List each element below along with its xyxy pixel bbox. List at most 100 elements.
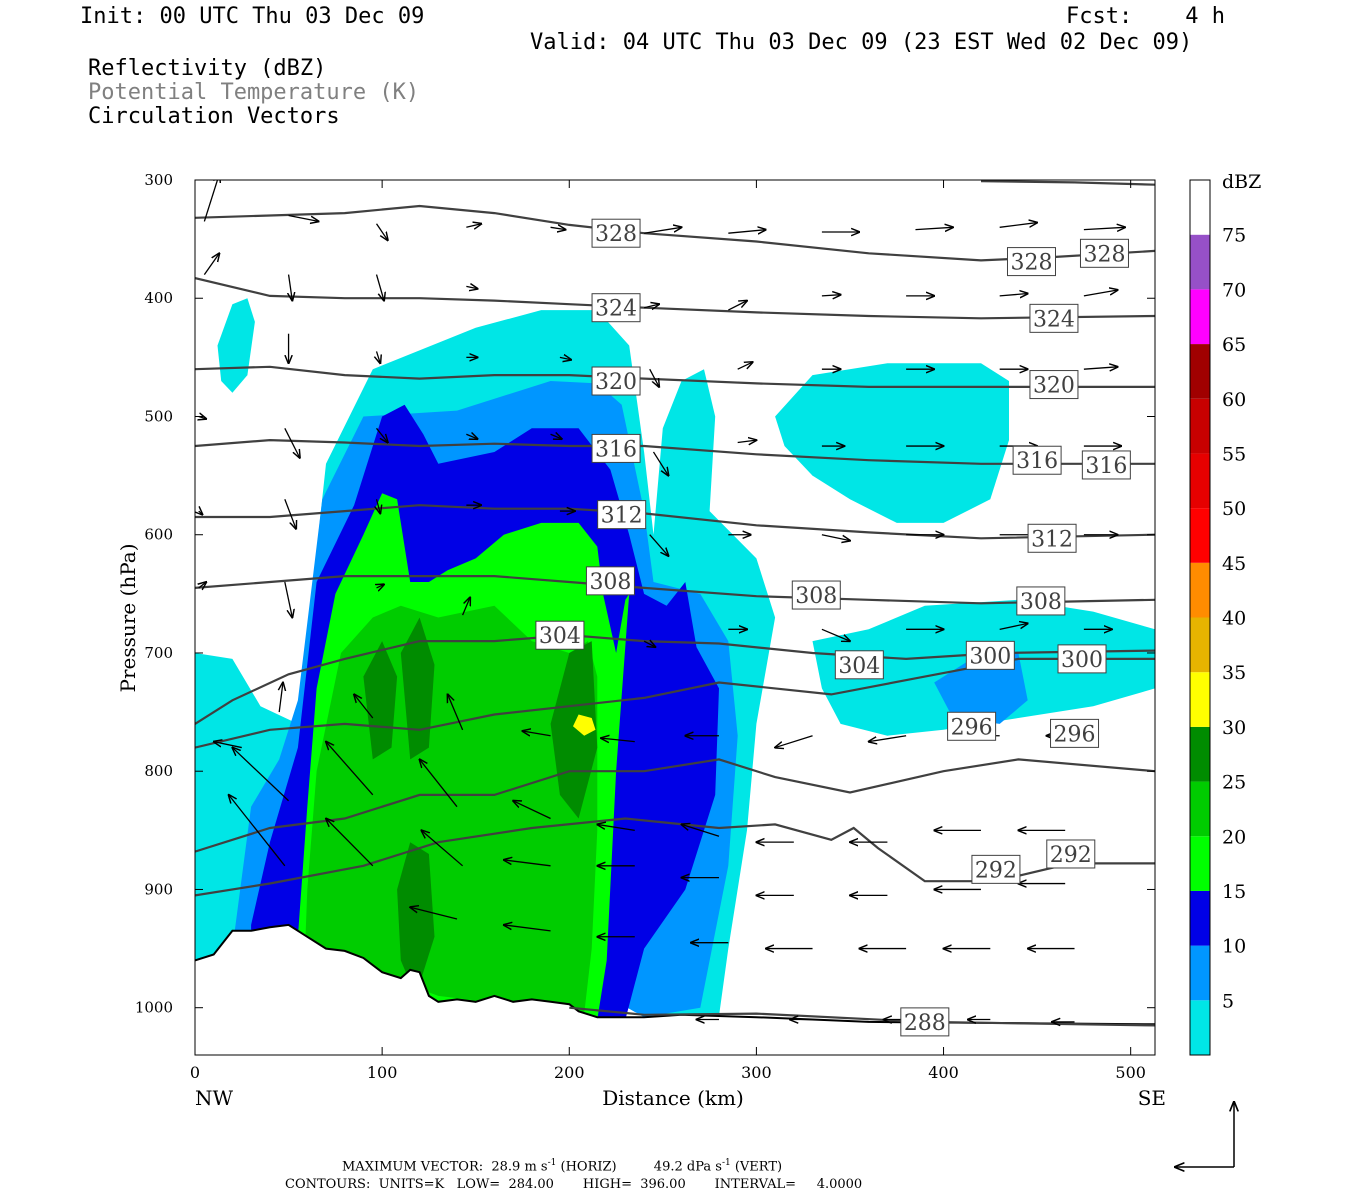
circulation-vector: [682, 824, 720, 837]
isentrope-label-text: 312: [601, 504, 643, 529]
isentrope-label: 300: [1057, 644, 1107, 674]
isentrope-label: 316: [1012, 445, 1062, 475]
circulation-vector: [522, 731, 551, 736]
isentrope-top: [980, 180, 1155, 186]
circulation-vector: [203, 253, 219, 275]
x-tick-label: 500: [1115, 1063, 1146, 1082]
colorbar-unit: dBZ: [1222, 171, 1261, 193]
colorbar-label: 15: [1222, 881, 1246, 903]
circulation-vector: [999, 623, 1028, 630]
circulation-vector: [354, 694, 374, 719]
plot-frame: [194, 179, 1156, 1056]
colorbar-swatch: [1190, 781, 1210, 837]
isentrope-316: [195, 438, 1155, 465]
isentrope-label-text: 288: [904, 1011, 946, 1036]
circulation-vector: [649, 368, 659, 387]
circulation-vector: [559, 357, 571, 359]
isentrope-label: 304: [535, 620, 585, 650]
circulation-vector: [375, 274, 384, 301]
isentrope-label: 324: [1029, 303, 1079, 333]
isentrope-label-text: 320: [595, 370, 637, 395]
isentrope-320: [195, 365, 1155, 388]
isentrope-308: [195, 574, 1155, 605]
y-tick-label: 1000: [135, 999, 173, 1017]
circulation-vector: [377, 499, 381, 513]
colorbar-label: 5: [1222, 990, 1234, 1012]
circulation-vector: [601, 738, 635, 742]
colorbar-swatch: [1190, 398, 1210, 454]
isentrope-label: 308: [791, 580, 841, 610]
circulation-vector: [375, 223, 388, 241]
colorbar-swatch: [1190, 1000, 1210, 1055]
circulation-vector: [643, 641, 655, 647]
circulation-vector: [462, 597, 470, 616]
circulation-vector: [821, 628, 850, 641]
circulation-vector: [199, 582, 206, 588]
colorbar-label: 25: [1222, 772, 1246, 794]
circulation-vector: [284, 581, 292, 617]
colorbar-label: 50: [1222, 498, 1246, 520]
reflectivity-region-30dbz: [400, 617, 435, 760]
circulation-vector: [199, 511, 203, 515]
isentrope-label-text: 324: [595, 297, 637, 322]
circulation-vector: [377, 584, 384, 588]
isentrope-label: 288: [900, 1007, 950, 1037]
isentrope-label-text: 316: [595, 437, 637, 462]
isentrope-label-text: 328: [1083, 242, 1125, 267]
x-tick-label: 300: [741, 1063, 772, 1082]
isentrope-label-layer: 288 292 292 296 296 300 300 304 304 308 308 308 312 3…: [535, 218, 1131, 1037]
colorbar-swatch: [1190, 508, 1210, 563]
circulation-vector: [289, 274, 293, 301]
circulation-vector: [737, 362, 753, 370]
colorbar: 5 10 15 20 25 30 35 40 45 50 55 60 65 70 75 dBZ: [1189, 171, 1261, 1056]
circulation-vector: [821, 534, 850, 541]
reflectivity-region-5dbz: [775, 363, 1009, 523]
circulation-vector: [326, 819, 374, 867]
axes-layer: 300 400 500 600 700 800 900 1000 0 100 200 300 400 50…: [135, 171, 1155, 1082]
circulation-vector: [550, 434, 562, 439]
circulation-vector: [326, 742, 374, 796]
isentrope-label-text: 324: [1033, 307, 1075, 332]
colorbar-swatch: [1190, 453, 1210, 509]
circulation-vector: [203, 180, 219, 222]
isentrope-label-text: 316: [1016, 449, 1058, 474]
isentrope-label-text: 292: [975, 858, 1017, 883]
circulation-vector: [420, 759, 458, 808]
circulation-vector: [915, 227, 952, 229]
reference-vector: [1175, 1102, 1234, 1167]
reflectivity-region-30dbz: [397, 842, 435, 996]
x-end-label-left: NW: [195, 1086, 234, 1110]
isentrope-label-text: 308: [795, 584, 837, 609]
isentrope-label: 296: [1050, 718, 1100, 748]
colorbar-label: 60: [1222, 389, 1246, 411]
isentrope-label: 300: [965, 640, 1015, 670]
colorbar-label: 30: [1222, 717, 1246, 739]
colorbar-swatch: [1190, 726, 1210, 782]
x-tick-label: 0: [190, 1063, 200, 1082]
circulation-vector: [232, 748, 290, 802]
colorbar-swatch: [1190, 836, 1210, 891]
circulation-vector: [999, 223, 1037, 228]
isentrope-300: [195, 657, 1155, 749]
y-tick-label: 300: [144, 171, 173, 189]
isentrope-label-text: 308: [1020, 590, 1062, 615]
colorbar-label: 70: [1222, 279, 1246, 301]
y-tick-label: 400: [144, 289, 173, 307]
y-tick-label: 700: [144, 644, 173, 662]
isentrope-296: [195, 758, 1155, 853]
isentrope-label: 292: [971, 854, 1021, 884]
colorbar-label: 20: [1222, 826, 1246, 848]
circulation-vector: [643, 304, 659, 308]
y-tick-label: 600: [144, 526, 173, 544]
circulation-vector: [652, 451, 668, 476]
circulation-vector: [229, 795, 286, 867]
isentrope-label: 304: [834, 650, 884, 680]
isentrope-label: 312: [597, 500, 647, 530]
circulation-vector: [284, 499, 296, 529]
isentrope-label: 320: [591, 366, 641, 396]
colorbar-swatch: [1190, 180, 1210, 235]
isentrope-label: 308: [1016, 586, 1066, 616]
colorbar-swatch: [1190, 289, 1210, 345]
contour-info-line: CONTOURS: UNITS=K LOW= 284.00 HIGH= 396.…: [285, 1177, 863, 1192]
